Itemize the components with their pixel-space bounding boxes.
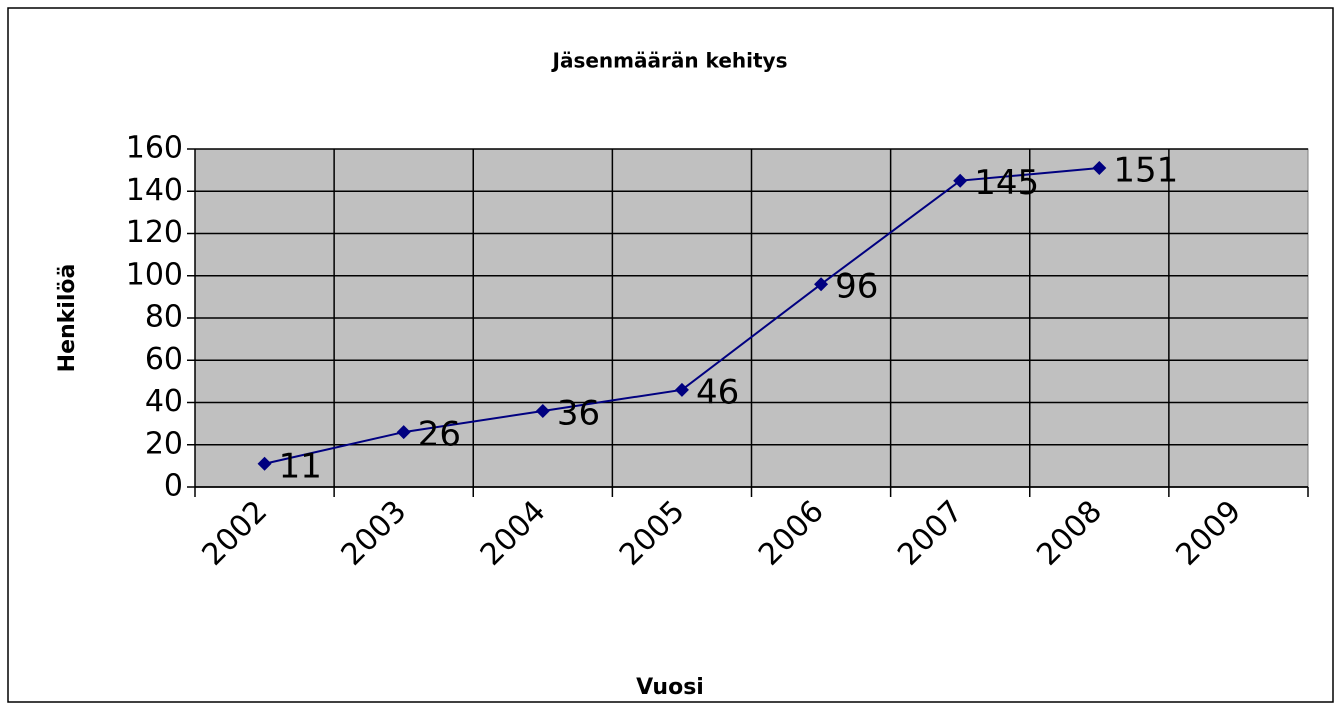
- data-label: 46: [696, 372, 739, 412]
- data-label: 96: [835, 267, 878, 307]
- marker: [674, 382, 689, 397]
- y-tick-label: 80: [145, 300, 183, 335]
- marker: [396, 425, 411, 440]
- y-tick-label: 140: [126, 173, 183, 208]
- y-tick-label: 60: [145, 342, 183, 377]
- chart-title: Jäsenmäärän kehitys: [551, 49, 788, 73]
- y-tick-label: 40: [145, 384, 183, 419]
- y-tick-label: 20: [145, 426, 183, 461]
- data-label: 151: [1113, 151, 1178, 191]
- y-tick-label: 0: [164, 469, 183, 504]
- marker: [257, 456, 272, 471]
- data-label: 36: [557, 393, 600, 433]
- marker: [953, 173, 968, 188]
- y-axis-label: Henkilöä: [55, 264, 80, 373]
- y-tick-label: 100: [126, 257, 183, 292]
- marker: [1092, 161, 1107, 176]
- data-label: 26: [418, 415, 461, 455]
- y-tick-label: 160: [126, 131, 183, 166]
- marker: [814, 277, 829, 292]
- x-axis-label: Vuosi: [636, 675, 704, 700]
- data-label: 145: [974, 163, 1039, 203]
- data-label: 11: [279, 446, 322, 486]
- y-tick-label: 120: [126, 215, 183, 250]
- marker: [535, 403, 550, 418]
